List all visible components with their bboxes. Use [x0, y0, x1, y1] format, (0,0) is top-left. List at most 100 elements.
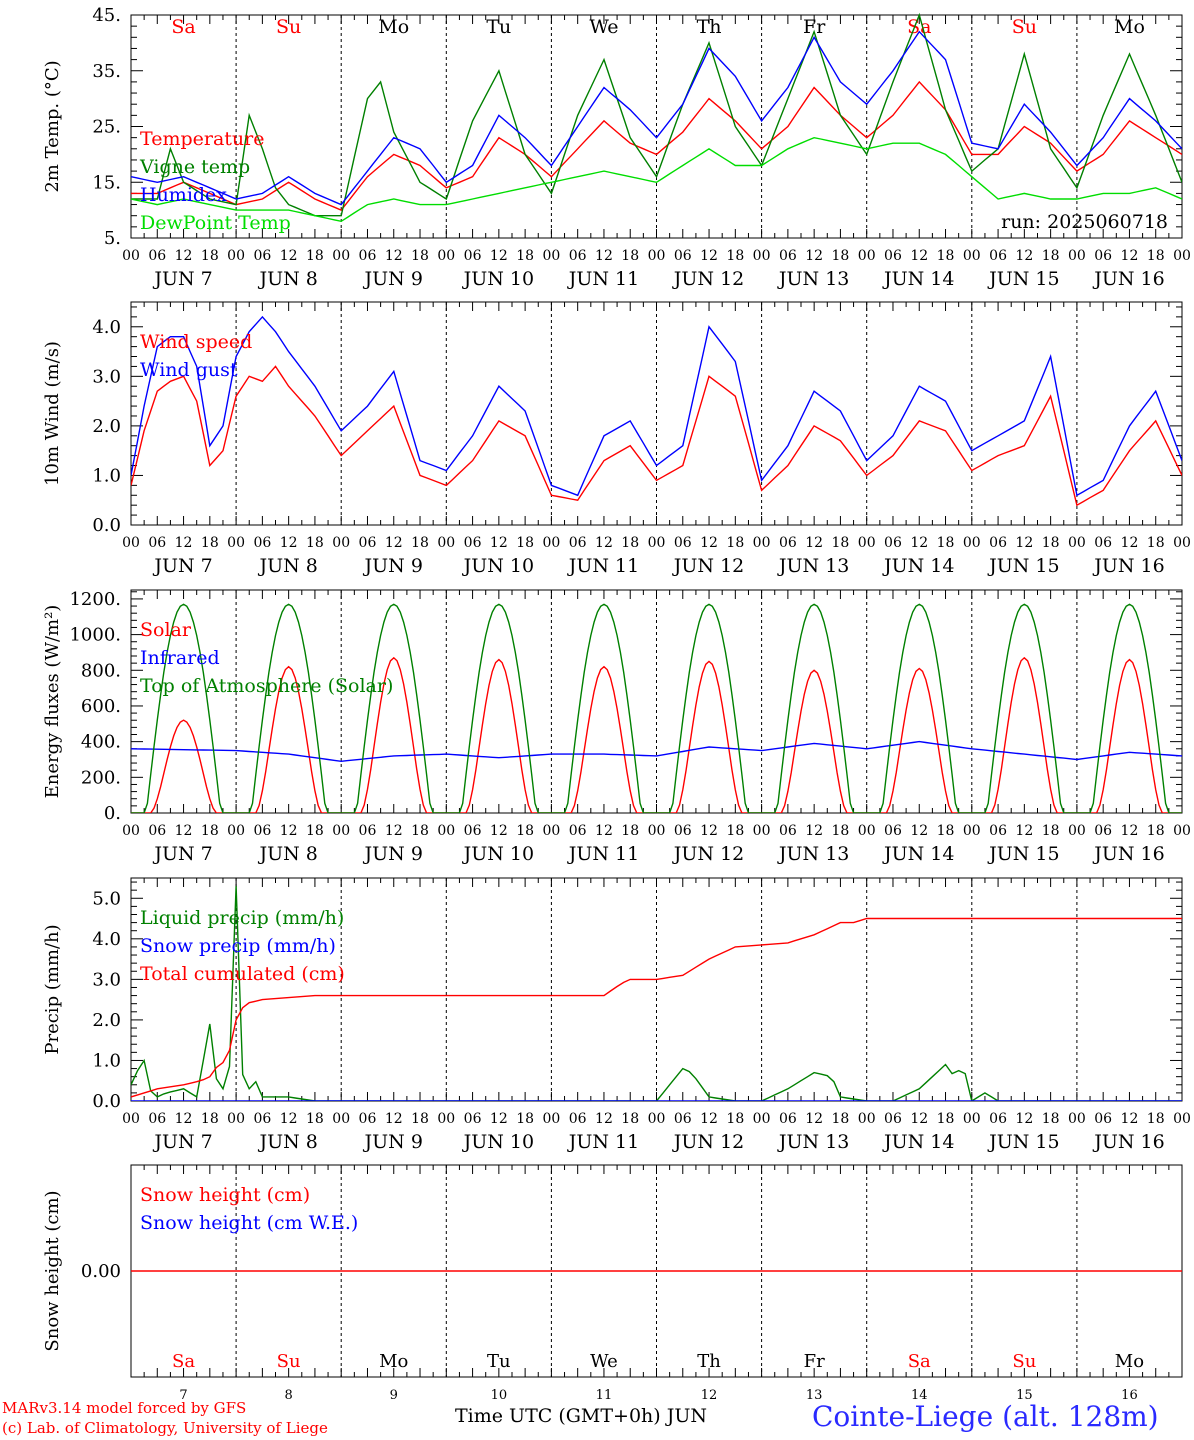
y-tick-label: 3.0	[92, 366, 121, 387]
x-hour-label: 12	[1121, 535, 1139, 551]
legend-wind-gust: Wind gust	[140, 359, 238, 381]
x-hour-label: 06	[359, 248, 377, 264]
x-date-label: JUN 12	[672, 843, 744, 865]
x-hour-label: 00	[648, 535, 666, 551]
x-hour-label: 06	[148, 248, 166, 264]
x-hour-label: 12	[280, 535, 298, 551]
bottom-day-number: 7	[179, 1388, 187, 1403]
x-hour-label: 00	[437, 1111, 455, 1127]
x-date-label: JUN 8	[257, 555, 317, 577]
x-date-label: JUN 10	[462, 1131, 534, 1153]
x-hour-label: 18	[937, 248, 955, 264]
x-hour-label: 18	[621, 1111, 639, 1127]
x-hour-label: 12	[490, 1111, 508, 1127]
x-hour-label: 18	[201, 823, 219, 839]
x-hour-label: 18	[411, 1111, 429, 1127]
x-hour-label: 00	[437, 248, 455, 264]
x-hour-label: 00	[648, 248, 666, 264]
x-date-label: JUN 9	[363, 268, 423, 290]
x-date-label: JUN 16	[1092, 268, 1164, 290]
x-hour-label: 00	[332, 248, 350, 264]
legend-humidex: Humidex	[140, 184, 227, 206]
day-name-label: Sa	[908, 1351, 931, 1372]
x-hour-label: 06	[884, 823, 902, 839]
x-hour-label: 06	[989, 1111, 1007, 1127]
x-date-label: JUN 10	[462, 555, 534, 577]
x-hour-label: 18	[411, 248, 429, 264]
x-hour-label: 12	[805, 248, 823, 264]
legend-snow-precip-mm-h-: Snow precip (mm/h)	[140, 935, 336, 957]
x-hour-label: 00	[227, 535, 245, 551]
series-group	[131, 12, 1182, 223]
x-hour-label: 18	[726, 535, 744, 551]
x-hour-label: 06	[884, 1111, 902, 1127]
y-tick-label: 1200.	[69, 589, 121, 610]
x-hour-label: 00	[858, 535, 876, 551]
x-date-label: JUN 16	[1092, 1131, 1164, 1153]
series-line-liquid-precip-mm-h-	[131, 886, 1182, 1101]
x-hour-label: 12	[595, 823, 613, 839]
x-hour-label: 12	[280, 248, 298, 264]
x-hour-label: 00	[963, 823, 981, 839]
x-hour-label: 12	[700, 248, 718, 264]
x-hour-label: 18	[726, 248, 744, 264]
x-hour-label: 12	[385, 823, 403, 839]
bottom-day-number: 15	[1016, 1388, 1033, 1403]
y-tick-label: 1.0	[92, 465, 121, 486]
y-tick-label: 45.	[92, 5, 121, 26]
day-name-label: Fr	[803, 16, 826, 38]
x-hour-label: 06	[989, 535, 1007, 551]
y-tick-label: 4.0	[92, 929, 121, 950]
x-hour-label: 06	[779, 1111, 797, 1127]
x-hour-label: 12	[490, 535, 508, 551]
x-date-label: JUN 16	[1092, 555, 1164, 577]
panel-5: 0.00 Snow height (cm) Sa Su Mo Tu We Th Fr Sa Su Mo…	[42, 1164, 1183, 1403]
x-hour-label: 06	[1094, 248, 1112, 264]
x-hour-label: 00	[437, 823, 455, 839]
x-hour-label: 18	[201, 1111, 219, 1127]
x-hour-label: 18	[832, 823, 850, 839]
x-hour-label: 12	[175, 1111, 193, 1127]
legend-snow-height-cm-w-e-: Snow height (cm W.E.)	[140, 1212, 358, 1234]
x-hour-label: 12	[805, 535, 823, 551]
x-date-label: JUN 12	[672, 555, 744, 577]
x-hour-label: 00	[227, 248, 245, 264]
x-hour-label: 12	[385, 248, 403, 264]
x-hour-label: 18	[832, 1111, 850, 1127]
x-hour-label: 12	[910, 535, 928, 551]
x-hour-label: 06	[674, 1111, 692, 1127]
x-hour-label: 12	[700, 1111, 718, 1127]
x-date-label: JUN 14	[882, 555, 954, 577]
x-hour-label: 06	[359, 1111, 377, 1127]
series-line-top-of-atmosphere-solar-	[131, 603, 1182, 813]
x-hour-label: 00	[122, 823, 140, 839]
bottom-day-number: 12	[701, 1388, 718, 1403]
legend-liquid-precip-mm-h-: Liquid precip (mm/h)	[140, 907, 344, 929]
y-tick-label: 200.	[81, 767, 121, 788]
series-line-humidex	[131, 30, 1182, 206]
x-hour-label: 12	[595, 1111, 613, 1127]
bottom-day-number: 14	[911, 1388, 928, 1403]
x-hour-label: 06	[148, 1111, 166, 1127]
panel-3: 0. 200. 400. 600. 800. 1000. 1200. Energy fluxe…	[42, 589, 1191, 865]
x-hour-label: 18	[726, 823, 744, 839]
x-hour-label: 12	[280, 823, 298, 839]
bottom-day-number: 8	[285, 1388, 293, 1403]
x-date-label: JUN 13	[777, 268, 849, 290]
legend-infrared: Infrared	[140, 647, 220, 669]
x-hour-label: 12	[1121, 1111, 1139, 1127]
legend-solar: Solar	[140, 619, 192, 641]
x-hour-label: 18	[1042, 248, 1060, 264]
x-hour-label: 18	[621, 823, 639, 839]
x-hour-label: 00	[648, 823, 666, 839]
x-hour-label: 18	[621, 248, 639, 264]
x-hour-label: 18	[726, 1111, 744, 1127]
x-hour-label: 12	[910, 823, 928, 839]
x-hour-label: 00	[858, 1111, 876, 1127]
x-hour-label: 18	[516, 535, 534, 551]
x-hour-label: 18	[832, 535, 850, 551]
model-credit: MARv3.14 model forced by GFS	[2, 1399, 247, 1417]
x-hour-label: 18	[306, 248, 324, 264]
x-hour-label: 06	[569, 535, 587, 551]
x-hour-label: 12	[1015, 535, 1033, 551]
